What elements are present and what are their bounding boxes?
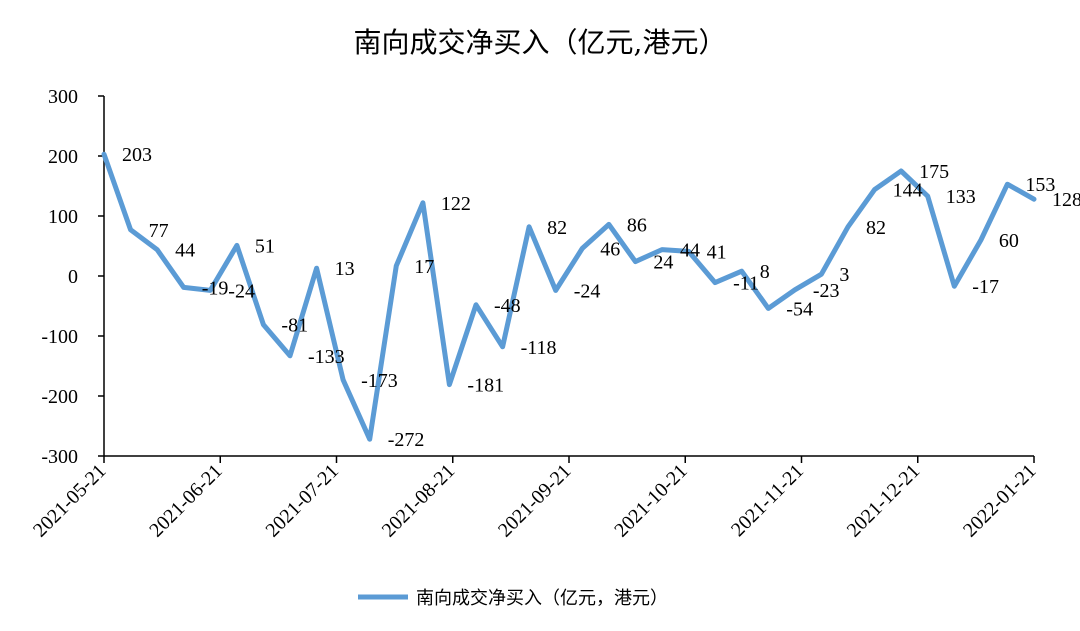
data-label: -48: [494, 295, 521, 317]
data-label: -181: [467, 375, 504, 397]
data-label: -17: [972, 276, 999, 298]
y-tick-label: 300: [48, 86, 78, 108]
data-label: 128: [1052, 189, 1080, 211]
data-label: 51: [255, 235, 275, 257]
data-label: 86: [627, 214, 647, 236]
data-label: -133: [308, 346, 345, 368]
data-point: [527, 225, 531, 229]
data-point: [607, 222, 611, 226]
y-tick-label: 200: [48, 146, 78, 168]
data-label: 44: [680, 240, 700, 262]
legend: 南向成交净买入（亿元，港元）: [358, 588, 668, 609]
data-point: [766, 306, 770, 310]
data-point: [899, 169, 903, 173]
data-point: [447, 383, 451, 387]
series-layer: [101, 151, 1037, 442]
data-point: [979, 238, 983, 242]
x-tick-label: 2021-11-21: [727, 460, 808, 541]
data-point: [501, 345, 505, 349]
data-point: [129, 228, 133, 232]
data-point: [341, 378, 345, 382]
data-point: [580, 246, 584, 250]
legend-label: 南向成交净买入（亿元，港元）: [416, 588, 668, 609]
data-point: [421, 201, 425, 205]
data-point: [155, 248, 159, 252]
data-point: [793, 288, 797, 292]
data-label: 82: [866, 217, 886, 239]
data-point: [713, 281, 717, 285]
x-tick-label: 2021-06-21: [145, 460, 227, 542]
data-label: -19: [202, 277, 229, 299]
y-tick-label: -300: [41, 446, 78, 468]
data-point: [926, 194, 930, 198]
data-label: 133: [946, 186, 976, 208]
data-point: [633, 260, 637, 264]
data-label: 3: [839, 264, 849, 286]
data-label: 175: [919, 161, 949, 183]
data-point: [952, 284, 956, 288]
data-label: 24: [653, 252, 673, 274]
data-point: [873, 188, 877, 192]
y-tick-label: 0: [68, 266, 78, 288]
data-label: -24: [228, 280, 255, 302]
data-label: 13: [335, 258, 355, 280]
data-label: -173: [361, 370, 398, 392]
data-label: -272: [388, 429, 425, 451]
data-label: -54: [786, 298, 813, 320]
data-label: 153: [1025, 174, 1055, 196]
x-tick-label: 2022-01-21: [959, 460, 1041, 542]
data-point: [474, 303, 478, 307]
data-label: 41: [707, 241, 727, 263]
data-point: [1032, 197, 1036, 201]
x-tick-label: 2021-08-21: [378, 460, 460, 542]
data-point: [102, 152, 106, 156]
data-label: 46: [600, 238, 620, 260]
data-label: 82: [547, 217, 567, 239]
chart-title: 南向成交净买入（亿元,港元）: [354, 26, 727, 59]
data-label: 44: [175, 240, 195, 262]
data-label: -23: [813, 280, 840, 302]
data-label: 77: [149, 220, 169, 242]
data-point: [819, 272, 823, 276]
data-point: [368, 437, 372, 441]
data-point: [288, 354, 292, 358]
data-label: -81: [281, 315, 308, 337]
series-line: [101, 151, 1037, 442]
data-label: 122: [441, 193, 471, 215]
data-label: 144: [893, 180, 923, 202]
x-tick-label: 2021-12-21: [843, 460, 925, 542]
x-tick-label: 2021-05-21: [29, 460, 111, 542]
data-point: [846, 225, 850, 229]
data-point: [394, 264, 398, 268]
data-point: [315, 266, 319, 270]
data-label: 17: [414, 256, 434, 278]
data-label: -118: [521, 337, 557, 359]
data-point: [235, 243, 239, 247]
data-label: 60: [999, 230, 1019, 252]
data-label: -11: [733, 273, 759, 295]
x-tick-label: 2021-10-21: [610, 460, 692, 542]
data-point: [182, 285, 186, 289]
data-point: [554, 288, 558, 292]
data-label: 8: [760, 261, 770, 283]
axes: -300 -200 -100 0 100 200 300 2021-05-21 2021-06-…: [29, 86, 1041, 542]
data-point: [1005, 182, 1009, 186]
y-tick-label: 100: [48, 206, 78, 228]
x-tick-label: 2021-07-21: [261, 460, 343, 542]
data-label: -24: [574, 280, 601, 302]
data-point: [261, 323, 265, 327]
x-tick-label: 2021-09-21: [494, 460, 576, 542]
data-label: 203: [122, 144, 152, 166]
y-tick-label: -200: [41, 386, 78, 408]
y-tick-label: -100: [41, 326, 78, 348]
